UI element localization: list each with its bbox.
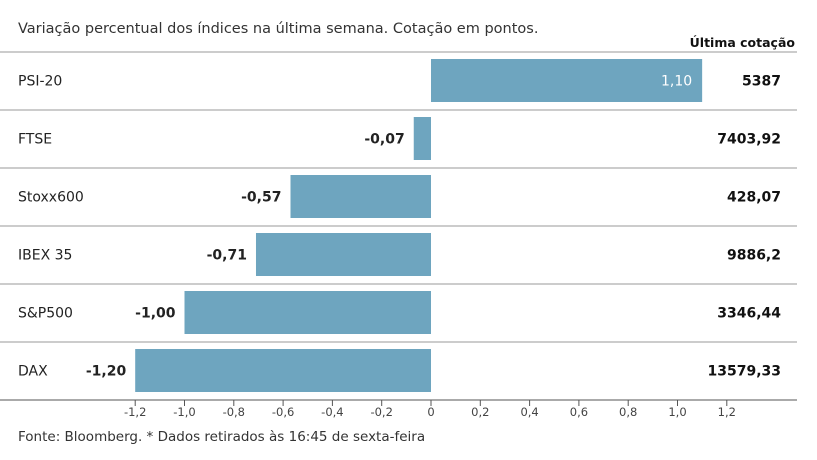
x-tick-label: -1,0 [173,405,195,419]
last-quote-value: 9886,2 [727,248,781,264]
last-quote-value: 5387 [742,74,781,90]
chart-subtitle: Variação percentual dos índices na últim… [18,21,538,37]
category-label: S&P500 [18,306,73,322]
value-label: -0,57 [241,190,281,206]
x-tick-label: -0,2 [370,405,392,419]
category-label: DAX [18,364,48,380]
chart-rows: PSI-20 1,10 5387 FTSE -0,07 7403,92 Stoxx600 -0… [0,51,797,392]
last-quote-column-title: Última cotação [690,35,796,50]
last-quote-value: 3346,44 [717,306,781,322]
value-label: -0,07 [364,132,404,148]
bar-ftse [413,117,431,160]
x-tick-label: 0 [427,405,434,419]
x-tick-label: 0,6 [570,405,588,419]
last-quote-value: 428,07 [727,190,781,206]
x-tick-label: 0,4 [520,405,538,419]
category-label: Stoxx600 [18,190,84,206]
category-label: FTSE [18,132,52,148]
chart-source: Fonte: Bloomberg. * Dados retirados às 1… [18,429,425,445]
value-label: -1,20 [86,364,127,380]
x-tick-label: -0,6 [272,405,294,419]
value-label: -0,71 [207,248,247,264]
value-label: 1,10 [661,74,692,90]
last-quote-value: 7403,92 [717,132,781,148]
last-quote-value: 13579,33 [707,364,781,380]
bar-psi-20 [431,59,703,102]
x-tick-label: 1,0 [668,405,686,419]
x-tick-label: 0,2 [471,405,489,419]
x-tick-label: -1,2 [124,405,146,419]
x-tick-label: 1,2 [718,405,736,419]
category-label: IBEX 35 [18,248,72,264]
x-tick-label: -0,8 [223,405,245,419]
x-tick-label: -0,4 [321,405,343,419]
bar-dax [135,349,431,392]
value-label: -1,00 [135,306,176,322]
category-label: PSI-20 [18,74,62,90]
x-tick-label: 0,8 [619,405,637,419]
x-axis: -1,2 -1,0 -0,8 -0,6 -0,4 -0,2 0 0,2 0,4 0,6 0,8 1,0… [0,399,797,419]
bar-s-p500 [184,291,431,334]
bar-stoxx600 [290,175,431,218]
bar-ibex-35 [255,233,431,276]
